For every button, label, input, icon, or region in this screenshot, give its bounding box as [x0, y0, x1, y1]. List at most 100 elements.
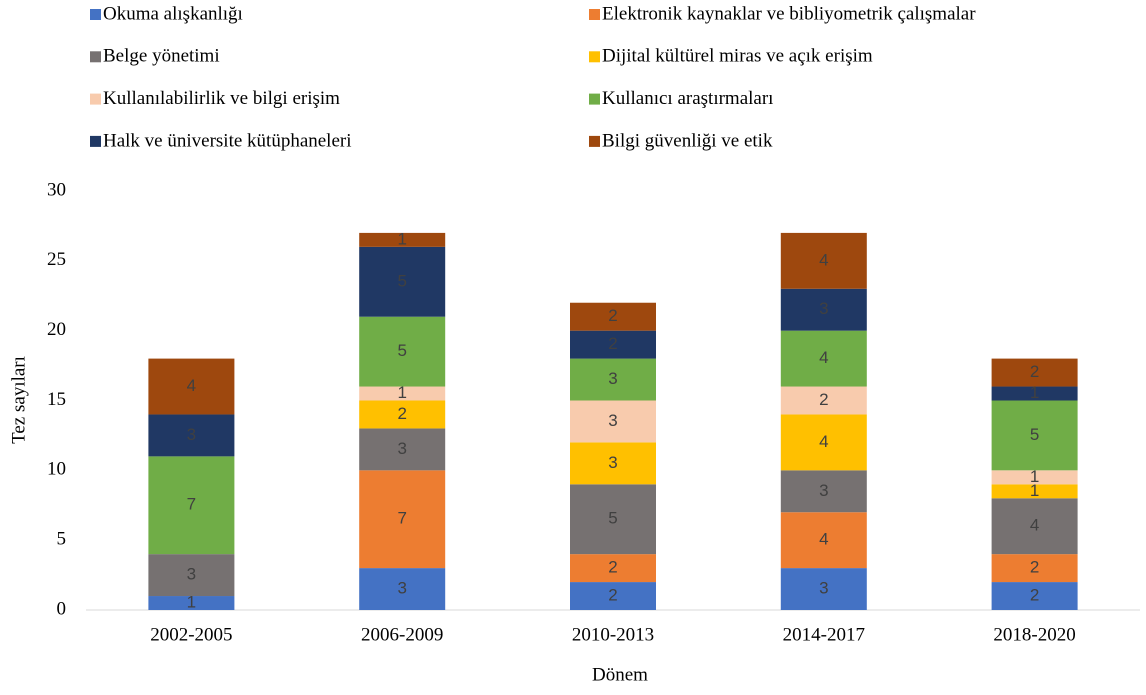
bar-segment: [991, 582, 1078, 610]
bar-segment: [359, 386, 446, 401]
bar-segment: [991, 386, 1078, 401]
x-tick-label: 2006-2009: [361, 624, 443, 645]
data-label: 3: [819, 299, 828, 318]
data-label: 1: [187, 593, 196, 612]
bar-segment: [780, 232, 867, 289]
data-label: 1: [1030, 383, 1039, 402]
data-label: 3: [397, 439, 406, 458]
data-label: 2: [397, 404, 406, 423]
bar-segment: [148, 554, 235, 597]
y-tick-label: 5: [57, 529, 67, 550]
data-label: 4: [1030, 516, 1039, 535]
bar-segment: [359, 232, 446, 247]
data-label: 3: [608, 453, 617, 472]
bar-segment: [570, 582, 656, 610]
data-label: 5: [1030, 425, 1039, 444]
legend-label: Okuma alışkanlığı: [103, 3, 243, 24]
data-label: 1: [397, 383, 406, 402]
y-axis-label: Tez sayıları: [8, 356, 29, 444]
data-label: 2: [608, 306, 617, 325]
data-label: 5: [397, 341, 406, 360]
data-label: 3: [187, 425, 196, 444]
bar-segment: [991, 484, 1078, 499]
bar-segment: [148, 358, 235, 415]
data-label: 7: [397, 509, 406, 528]
data-label: 4: [819, 348, 828, 367]
bar-segment: [359, 246, 446, 317]
data-label: 2: [608, 558, 617, 577]
bar-segment: [570, 358, 656, 401]
legend-swatch: [589, 135, 600, 147]
bar-segment: [570, 400, 656, 443]
bar-segment: [780, 288, 867, 331]
legend-swatch: [589, 51, 600, 63]
bar-segment: [780, 568, 867, 610]
bar-segment: [359, 400, 446, 429]
bar-segment: [570, 302, 656, 331]
data-label: 2: [1030, 558, 1039, 577]
bar-segment: [780, 470, 867, 513]
bar-segment: [359, 428, 446, 471]
bar-segment: [570, 484, 656, 555]
data-label: 2: [819, 390, 828, 409]
legend-swatch: [589, 9, 600, 20]
y-tick-label: 15: [47, 389, 66, 410]
x-tick-label: 2002-2005: [150, 624, 232, 645]
legend-swatch: [90, 93, 101, 105]
data-label: 2: [1030, 586, 1039, 605]
bar-segment: [780, 386, 867, 415]
legend-label: Elektronik kaynaklar ve bibliyometrik ça…: [602, 3, 976, 24]
bar-segment: [570, 442, 656, 485]
legend-swatch: [90, 9, 101, 20]
data-label: 2: [1030, 362, 1039, 381]
data-label: 1: [1030, 481, 1039, 500]
x-tick-label: 2018-2020: [993, 624, 1075, 645]
data-label: 4: [819, 250, 828, 269]
bar-segment: [780, 512, 867, 569]
data-label: 5: [397, 271, 406, 290]
y-tick-label: 0: [57, 598, 67, 619]
bar-segment: [359, 470, 446, 569]
legend-label: Belge yönetimi: [103, 46, 220, 67]
data-label: 4: [819, 432, 828, 451]
bar-segment: [780, 330, 867, 387]
y-tick-label: 30: [47, 179, 66, 200]
y-tick-label: 25: [47, 249, 66, 270]
bar-segment: [991, 554, 1078, 583]
y-tick-label: 20: [47, 319, 66, 340]
data-label: 3: [608, 411, 617, 430]
bar-segment: [991, 498, 1078, 555]
legend-label: Halk ve üniversite kütüphaneleri: [103, 130, 352, 151]
legend-swatch: [589, 93, 600, 105]
data-label: 3: [819, 579, 828, 598]
data-label: 3: [819, 481, 828, 500]
x-tick-label: 2010-2013: [572, 624, 654, 645]
bar-segment: [359, 568, 446, 610]
legend-swatch: [90, 135, 101, 147]
x-axis-label: Dönem: [592, 664, 648, 685]
data-label: 3: [397, 579, 406, 598]
data-label: 5: [608, 509, 617, 528]
data-label: 2: [608, 334, 617, 353]
data-label: 3: [187, 565, 196, 584]
legend-label: Dijital kültürel miras ve açık erişim: [602, 46, 873, 67]
bar-segment: [991, 358, 1078, 387]
data-label: 1: [1030, 467, 1039, 486]
data-label: 4: [187, 376, 196, 395]
bar-segment: [991, 400, 1078, 471]
legend-label: Bilgi güvenliği ve etik: [602, 130, 773, 151]
bar-segment: [148, 456, 235, 555]
data-label: 3: [608, 369, 617, 388]
legend-label: Kullanıcı araştırmaları: [602, 88, 773, 109]
bar-segment: [991, 470, 1078, 485]
bar-segment: [780, 414, 867, 471]
data-label: 4: [819, 530, 828, 549]
bar-segment: [148, 414, 235, 457]
bar-segment: [359, 316, 446, 387]
legend-swatch: [90, 51, 101, 63]
data-label: 7: [187, 495, 196, 514]
data-label: 2: [608, 586, 617, 605]
x-tick-label: 2014-2017: [783, 624, 865, 645]
bar-segment: [570, 554, 656, 583]
